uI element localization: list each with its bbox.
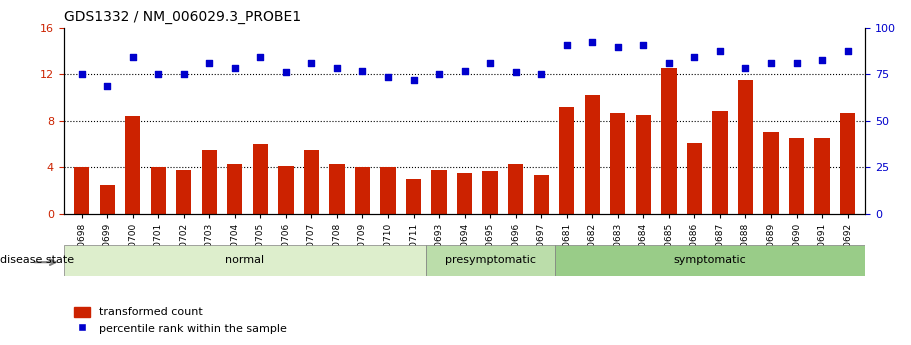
FancyBboxPatch shape <box>64 245 425 276</box>
Bar <box>406 179 421 214</box>
Bar <box>201 150 217 214</box>
FancyBboxPatch shape <box>425 245 555 276</box>
Bar <box>432 170 446 214</box>
Point <box>457 68 472 73</box>
Bar <box>278 166 293 214</box>
Point <box>687 54 701 59</box>
Bar <box>125 116 140 214</box>
Bar <box>252 144 268 214</box>
Point <box>610 45 625 50</box>
Point <box>840 48 855 53</box>
Point <box>432 71 446 77</box>
Point <box>304 60 319 65</box>
Point <box>483 60 497 65</box>
Bar <box>687 143 702 214</box>
Point <box>585 39 599 44</box>
Bar <box>840 112 855 214</box>
Bar <box>74 167 89 214</box>
Bar <box>508 164 523 214</box>
Point <box>126 54 140 59</box>
Bar <box>534 176 548 214</box>
Bar <box>99 185 115 214</box>
Point <box>636 42 650 48</box>
Point <box>228 66 242 71</box>
Bar <box>303 150 319 214</box>
Bar <box>354 167 370 214</box>
Bar <box>610 112 626 214</box>
Point <box>508 69 523 75</box>
Bar <box>585 95 600 214</box>
Bar <box>814 138 830 214</box>
Point <box>559 42 574 48</box>
Point <box>75 71 89 77</box>
Bar <box>636 115 651 214</box>
Point <box>279 69 293 75</box>
Bar <box>483 171 497 214</box>
Point <box>712 48 727 53</box>
Text: presymptomatic: presymptomatic <box>445 256 536 265</box>
Bar <box>457 173 472 214</box>
Text: disease state: disease state <box>0 256 74 265</box>
Point <box>406 77 421 83</box>
FancyBboxPatch shape <box>555 245 865 276</box>
Point <box>381 74 395 79</box>
Point <box>330 66 344 71</box>
Point <box>789 60 804 65</box>
Point <box>253 54 268 59</box>
Bar <box>789 138 804 214</box>
Bar <box>176 170 191 214</box>
Bar <box>559 107 575 214</box>
Point <box>661 60 676 65</box>
Bar <box>150 167 166 214</box>
Text: normal: normal <box>225 256 264 265</box>
Bar <box>661 68 677 214</box>
Point <box>738 66 752 71</box>
Point <box>151 71 166 77</box>
Point <box>534 71 548 77</box>
Point <box>202 60 217 65</box>
Bar <box>712 111 728 214</box>
Point <box>763 60 778 65</box>
Bar <box>763 132 779 214</box>
Text: symptomatic: symptomatic <box>674 256 747 265</box>
Point <box>814 57 829 63</box>
Point <box>100 83 115 89</box>
Bar <box>381 167 395 214</box>
Legend: transformed count, percentile rank within the sample: transformed count, percentile rank withi… <box>69 302 292 338</box>
Point <box>177 71 191 77</box>
Bar <box>738 80 753 214</box>
Point <box>355 68 370 73</box>
Bar <box>227 164 242 214</box>
Bar <box>329 164 344 214</box>
Text: GDS1332 / NM_006029.3_PROBE1: GDS1332 / NM_006029.3_PROBE1 <box>64 10 301 24</box>
